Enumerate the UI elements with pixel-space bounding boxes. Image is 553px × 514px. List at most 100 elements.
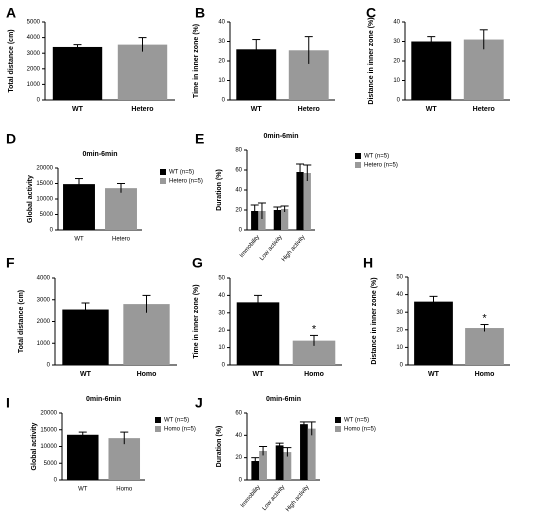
x-tick-label: Immobility xyxy=(239,234,261,259)
y-tick-label: 20 xyxy=(393,59,400,65)
y-tick-label: 40 xyxy=(396,292,403,298)
panel-label: I xyxy=(6,395,10,411)
y-tick-label: 10000 xyxy=(40,444,57,450)
y-tick-label: 10 xyxy=(218,345,225,351)
y-tick-label: 5000 xyxy=(27,20,41,26)
bar xyxy=(258,211,266,230)
y-tick-label: 0 xyxy=(239,478,243,484)
bar xyxy=(117,44,168,100)
legend-label: Hetero (n=5) xyxy=(364,163,398,169)
legend-swatch xyxy=(355,162,361,168)
y-tick-label: 0 xyxy=(222,363,226,369)
bar xyxy=(281,209,289,230)
legend-swatch xyxy=(335,417,341,423)
panel-label: F xyxy=(6,255,15,271)
y-tick-label: 50 xyxy=(218,276,225,282)
legend-swatch xyxy=(335,426,341,432)
legend-label: WT (n=5) xyxy=(169,170,194,176)
y-tick-label: 5000 xyxy=(40,212,54,218)
bar xyxy=(52,46,103,100)
y-tick-label: 4000 xyxy=(37,276,51,282)
chart-title: 0min-6min xyxy=(266,396,301,403)
bar xyxy=(296,172,304,230)
bar xyxy=(251,461,260,480)
x-tick-label: Homo xyxy=(137,371,157,378)
y-tick-label: 0 xyxy=(50,228,54,234)
x-tick-label: Hetero xyxy=(131,106,153,113)
y-tick-label: 15000 xyxy=(36,181,53,187)
legend-swatch xyxy=(355,153,361,159)
bar xyxy=(273,210,281,230)
y-tick-label: 0 xyxy=(54,478,58,484)
bar xyxy=(63,184,95,230)
bar xyxy=(123,304,170,365)
y-tick-label: 0 xyxy=(47,363,51,369)
y-axis-label: Duration (%) xyxy=(216,169,223,211)
y-tick-label: 20 xyxy=(235,208,242,214)
x-tick-label: WT xyxy=(74,237,84,243)
y-tick-label: 2000 xyxy=(27,66,41,72)
y-tick-label: 30 xyxy=(393,39,400,45)
legend-label: WT (n=5) xyxy=(364,154,389,160)
bar xyxy=(465,328,504,365)
chart-title: 0min-6min xyxy=(82,151,117,158)
y-axis-label: Duration (%) xyxy=(216,426,223,468)
y-tick-label: 1000 xyxy=(37,341,51,347)
y-tick-label: 10 xyxy=(396,345,403,351)
x-tick-label: WT xyxy=(78,487,88,493)
x-tick-label: Low activity xyxy=(262,484,287,512)
bar xyxy=(414,301,453,365)
x-tick-label: WT xyxy=(251,106,263,113)
y-axis-label: Distance in inner zone (%) xyxy=(371,277,378,364)
y-tick-label: 40 xyxy=(218,293,225,299)
legend-label: Homo (n=5) xyxy=(344,427,376,433)
x-tick-label: Homo xyxy=(475,371,495,378)
y-tick-label: 0 xyxy=(400,363,404,369)
y-tick-label: 40 xyxy=(235,188,242,194)
y-tick-label: 1000 xyxy=(27,82,41,88)
x-tick-label: Hetero xyxy=(112,237,131,243)
legend-swatch xyxy=(155,426,161,432)
bar xyxy=(62,309,109,365)
significance: * xyxy=(482,312,487,324)
bar xyxy=(303,173,311,230)
legend-swatch xyxy=(160,178,166,184)
x-tick-label: WT xyxy=(253,371,265,378)
y-tick-label: 10 xyxy=(218,78,225,84)
legend-label: Homo (n=5) xyxy=(164,427,196,433)
x-tick-label: Hetero xyxy=(473,106,495,113)
y-tick-label: 40 xyxy=(235,433,242,439)
legend-label: Hetero (n=5) xyxy=(169,179,203,185)
x-tick-label: WT xyxy=(80,371,92,378)
y-tick-label: 20000 xyxy=(40,411,57,417)
panel-label: J xyxy=(195,395,203,411)
y-tick-label: 4000 xyxy=(27,35,41,41)
chart-title: 0min-6min xyxy=(86,396,121,403)
y-axis-label: Time in inner zone (%) xyxy=(193,24,200,98)
x-tick-label: Homo xyxy=(304,371,324,378)
y-tick-label: 3000 xyxy=(27,51,41,57)
bar xyxy=(275,445,284,480)
y-tick-label: 30 xyxy=(396,310,403,316)
y-axis-label: Global activity xyxy=(31,422,38,470)
bar xyxy=(463,39,504,100)
legend-label: WT (n=5) xyxy=(344,418,369,424)
panel-label: C xyxy=(366,5,376,21)
bar xyxy=(411,41,452,100)
y-axis-label: Time in inner zone (%) xyxy=(193,284,200,358)
panel-label: E xyxy=(195,131,204,147)
y-tick-label: 80 xyxy=(235,148,242,154)
y-tick-label: 20000 xyxy=(36,166,53,172)
panel-label: A xyxy=(6,5,16,21)
significance: * xyxy=(312,323,317,335)
bar xyxy=(251,211,259,230)
y-tick-label: 40 xyxy=(218,20,225,26)
y-tick-label: 0 xyxy=(37,98,41,104)
legend-swatch xyxy=(160,169,166,175)
legend-swatch xyxy=(155,417,161,423)
x-tick-label: WT xyxy=(426,106,438,113)
y-tick-label: 3000 xyxy=(37,297,51,303)
y-axis-label: Total distance (cm) xyxy=(18,290,25,353)
bar xyxy=(105,188,137,230)
